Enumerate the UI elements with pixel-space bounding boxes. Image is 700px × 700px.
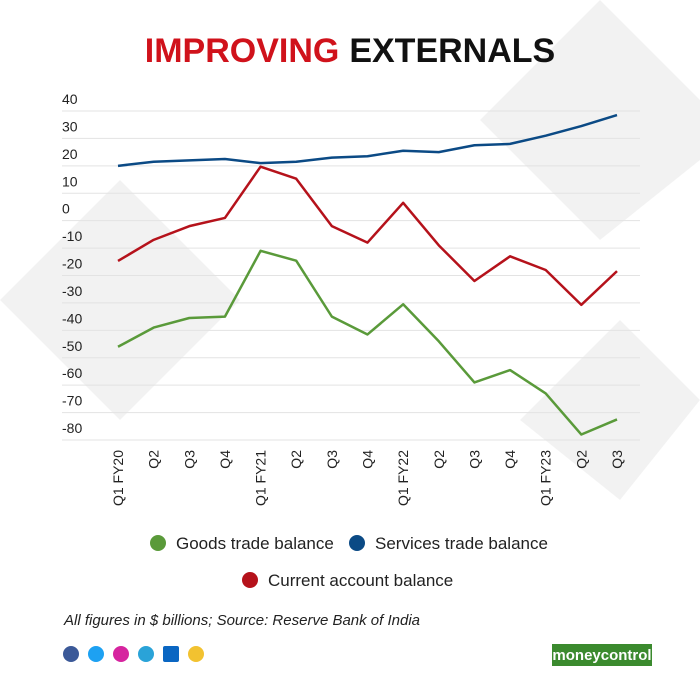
x-tick-label: Q2	[288, 450, 304, 469]
title-word: EXTERNALS	[349, 32, 555, 70]
title-word: IMPROVING	[145, 32, 340, 70]
x-tick-label: Q2	[146, 450, 162, 469]
x-tick-label: Q4	[360, 450, 376, 469]
y-tick-label: 10	[62, 173, 78, 189]
x-tick-label: Q1 FY22	[395, 450, 411, 506]
y-tick-label: 30	[62, 118, 78, 134]
legend-marker	[150, 535, 166, 551]
chart-title: IMPROVING EXTERNALS	[145, 32, 556, 70]
brand-badge	[552, 644, 652, 666]
y-tick-label: -30	[62, 283, 82, 299]
series-line	[117, 249, 618, 436]
x-tick-label: Q4	[502, 450, 518, 469]
legend-label: Goods trade balance	[176, 534, 334, 553]
y-tick-label: -50	[62, 338, 82, 354]
y-tick-label: -70	[62, 393, 82, 409]
y-tick-label: -10	[62, 228, 82, 244]
y-tick-label: 20	[62, 146, 78, 162]
x-tick-label: Q3	[324, 450, 340, 469]
x-tick-label: Q3	[466, 450, 482, 469]
legend-marker	[242, 572, 258, 588]
brand-logo: moneycontrol	[552, 647, 651, 664]
series-line	[117, 165, 618, 307]
y-tick-label: 0	[62, 201, 70, 217]
legend-label: Current account balance	[268, 571, 453, 590]
x-tick-label: Q3	[181, 450, 197, 469]
y-tick-label: -80	[62, 420, 82, 436]
x-tick-label: Q1 FY23	[538, 450, 554, 506]
y-tick-label: 40	[62, 91, 78, 107]
x-tick-label: Q1 FY21	[253, 450, 269, 506]
x-tick-label: Q1 FY20	[110, 450, 126, 506]
y-tick-label: -60	[62, 365, 82, 381]
series-line	[117, 113, 618, 168]
legend-marker	[349, 535, 365, 551]
source-note: All figures in $ billions; Source: Reser…	[63, 612, 420, 629]
legend-label: Services trade balance	[375, 534, 548, 553]
x-tick-label: Q3	[609, 450, 625, 469]
x-tick-label: Q2	[573, 450, 589, 469]
social-icons	[63, 646, 204, 662]
y-tick-label: -40	[62, 310, 82, 326]
y-tick-label: -20	[62, 256, 82, 272]
x-tick-label: Q4	[217, 450, 233, 469]
x-tick-label: Q2	[431, 450, 447, 469]
background-pattern	[0, 0, 700, 500]
